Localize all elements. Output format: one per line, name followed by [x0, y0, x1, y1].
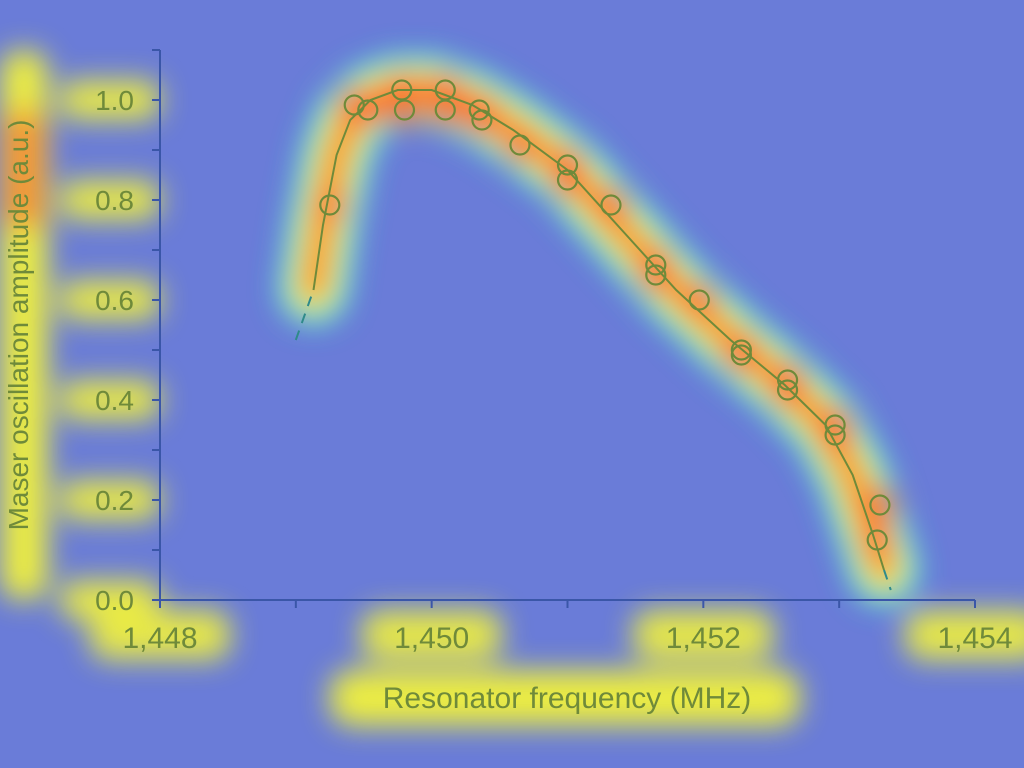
data-point — [730, 339, 752, 361]
x-tick-label: 1,454 — [937, 622, 1012, 655]
data-point — [600, 194, 622, 216]
heat-spot — [501, 127, 538, 163]
y-tick-label: 0.6 — [95, 285, 134, 316]
data-point — [556, 169, 579, 191]
x-tick-label: 1,448 — [122, 622, 197, 655]
y-tick-label: 0.4 — [95, 385, 134, 416]
data-point — [869, 494, 891, 516]
data-point — [393, 99, 416, 121]
heat-spot — [311, 187, 348, 223]
extrapolation-dashed-line — [883, 569, 892, 591]
heat-x-label — [361, 610, 502, 660]
data-point — [866, 529, 888, 551]
data-point — [343, 94, 365, 116]
y-tick-label: 0.2 — [95, 485, 134, 516]
heat-spot — [386, 92, 423, 128]
heat-spot — [349, 92, 386, 128]
y-tick-label: 0.8 — [95, 185, 134, 216]
data-point — [688, 289, 710, 311]
heat-y-label — [60, 280, 160, 320]
data-point — [319, 194, 341, 216]
data-point — [645, 264, 667, 286]
heat-spot — [592, 187, 629, 223]
extrapolation-dashed-line — [294, 289, 315, 341]
heat-y-label — [60, 180, 160, 220]
data-point — [824, 424, 846, 446]
heat-spot — [859, 522, 896, 558]
heat-y-title-hot — [4, 110, 44, 230]
heat-spot — [861, 487, 898, 523]
data-point — [434, 99, 456, 121]
y-axis-label: Maser oscillation amplitude (a.u.) — [3, 120, 34, 531]
heat-y-label — [60, 380, 160, 420]
data-point — [391, 79, 413, 101]
x-tick-label: 1,450 — [394, 622, 469, 655]
data-point — [468, 99, 490, 121]
heat-y-label — [60, 480, 160, 520]
y-tick-label: 0.0 — [95, 585, 134, 616]
heat-x-title — [330, 670, 800, 726]
data-point — [556, 154, 579, 176]
data-point — [776, 369, 799, 391]
x-axis-label: Resonator frequency (MHz) — [383, 682, 751, 715]
heat-x-label — [905, 610, 1024, 660]
data-marks — [294, 79, 892, 591]
heat-x-label — [90, 610, 230, 660]
data-point — [730, 344, 752, 366]
heat-spot — [549, 162, 586, 198]
heat-x-label — [633, 610, 774, 660]
heat-y-label — [60, 80, 160, 120]
data-point — [509, 134, 531, 156]
data-point — [776, 379, 799, 401]
data-point — [471, 109, 493, 131]
data-point — [357, 99, 379, 121]
heat-spot — [723, 337, 760, 373]
data-point — [645, 254, 667, 276]
heat-spot — [427, 92, 464, 128]
y-tick-label: 1.0 — [95, 85, 134, 116]
x-tick-label: 1,452 — [666, 622, 741, 655]
heat-spot — [681, 282, 718, 318]
data-point — [824, 414, 846, 436]
ticks: 0.0 0.2 0.4 0.6 0.8 1.0 1,448 1,450 1,452 1,454 — [95, 49, 1013, 655]
